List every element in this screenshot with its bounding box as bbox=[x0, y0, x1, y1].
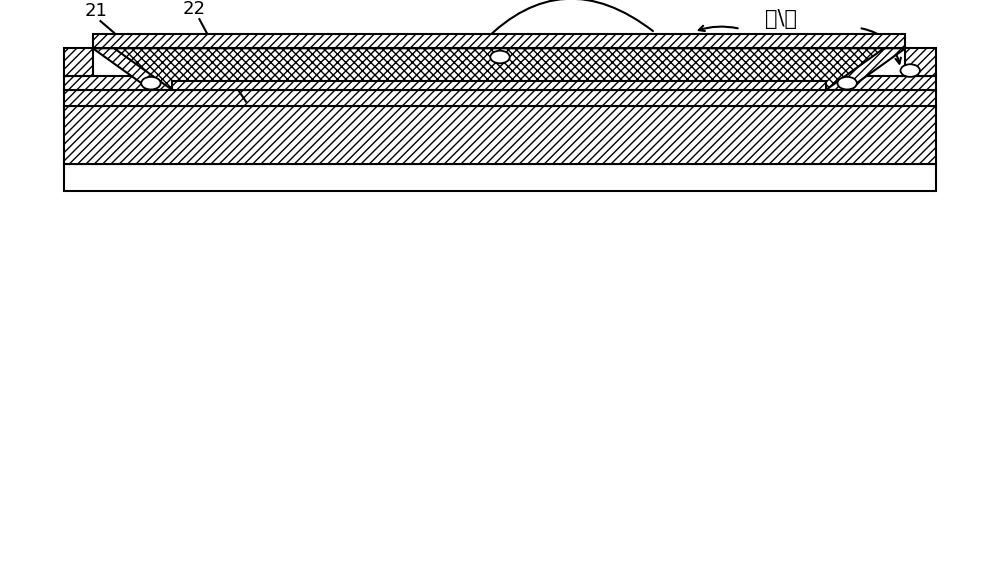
Polygon shape bbox=[64, 90, 936, 106]
Text: 22: 22 bbox=[183, 0, 206, 18]
Polygon shape bbox=[64, 164, 936, 191]
Text: 21: 21 bbox=[84, 2, 107, 20]
Text: 10: 10 bbox=[287, 50, 310, 68]
Polygon shape bbox=[93, 34, 905, 48]
Text: 11: 11 bbox=[219, 68, 242, 86]
Text: 13: 13 bbox=[307, 68, 330, 86]
Text: 水\氧: 水\氧 bbox=[765, 9, 797, 29]
Polygon shape bbox=[172, 81, 826, 90]
Ellipse shape bbox=[837, 77, 857, 89]
Text: 12: 12 bbox=[261, 68, 284, 86]
Polygon shape bbox=[64, 106, 936, 164]
Polygon shape bbox=[64, 48, 93, 76]
Polygon shape bbox=[64, 76, 151, 90]
Polygon shape bbox=[114, 48, 884, 90]
Ellipse shape bbox=[490, 51, 510, 63]
Ellipse shape bbox=[141, 77, 161, 89]
Polygon shape bbox=[905, 48, 936, 76]
Polygon shape bbox=[93, 48, 905, 90]
Ellipse shape bbox=[900, 64, 920, 77]
Polygon shape bbox=[847, 76, 936, 90]
